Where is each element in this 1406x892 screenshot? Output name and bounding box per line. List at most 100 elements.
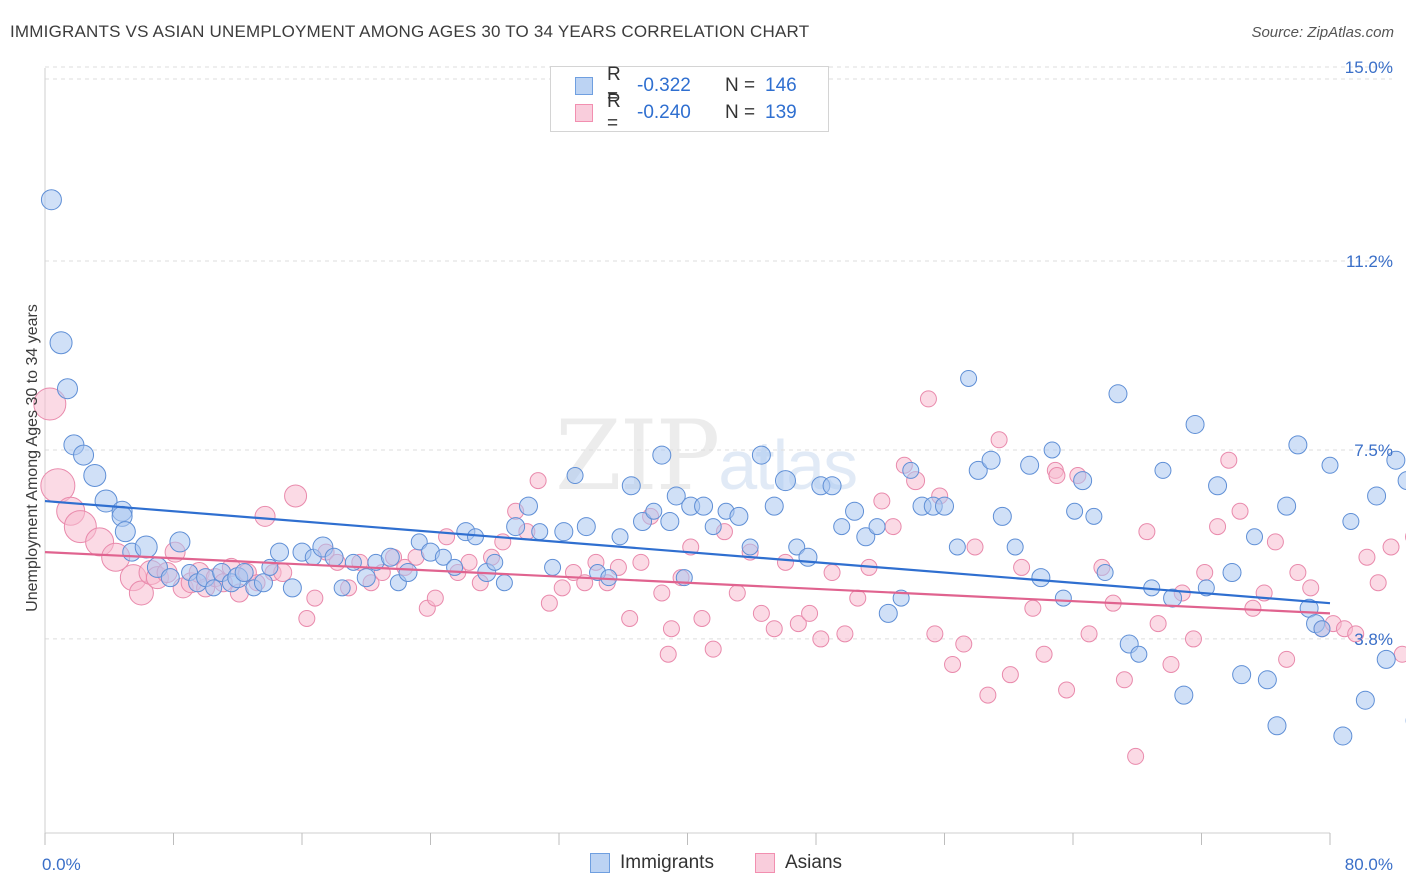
asians-point xyxy=(926,625,944,643)
immigrants-point xyxy=(1043,441,1061,459)
asians-point xyxy=(836,625,854,643)
immigrants-point xyxy=(410,533,428,551)
immigrants-point xyxy=(1321,456,1339,474)
asians-trend-line xyxy=(44,551,1331,615)
asians-point xyxy=(1244,599,1262,617)
immigrants-point xyxy=(621,476,641,496)
immigrants-point xyxy=(878,603,898,623)
immigrants-point xyxy=(324,547,344,567)
asians-point xyxy=(529,472,547,490)
correlation-legend: R = -0.322 N = 146 R = -0.240 N = 139 xyxy=(550,64,829,134)
immigrants-point xyxy=(1257,670,1277,690)
immigrants-point xyxy=(253,573,273,593)
immigrants-point xyxy=(1376,649,1396,669)
immigrants-point xyxy=(531,523,549,541)
immigrants-point xyxy=(73,444,95,466)
legend-item-asians[interactable]: Asians xyxy=(755,852,842,874)
asians-point xyxy=(789,615,807,633)
y-tick-label: 11.2% xyxy=(1346,252,1393,271)
asians-point xyxy=(128,580,154,606)
legend-r-value: -0.322 xyxy=(637,75,691,96)
asians-point xyxy=(553,579,571,597)
asians-point xyxy=(955,635,973,653)
legend-n-label: N = xyxy=(725,75,756,96)
immigrants-point xyxy=(1342,512,1360,530)
asians-point xyxy=(1266,533,1284,551)
immigrants-point xyxy=(544,558,562,576)
immigrants-point xyxy=(645,502,663,520)
asians-point xyxy=(765,620,783,638)
asians-point xyxy=(1162,655,1180,673)
immigrants-point xyxy=(1355,690,1375,710)
immigrants-point xyxy=(1085,507,1103,525)
immigrants-point xyxy=(968,460,988,480)
asians-point xyxy=(1231,502,1249,520)
grid-lines xyxy=(45,66,1392,640)
legend-row-asians: R = -0.240 N = 139 xyxy=(575,91,797,134)
asians-point xyxy=(966,538,984,556)
legend-item-immigrants[interactable]: Immigrants xyxy=(590,852,714,874)
immigrants-point xyxy=(1277,496,1297,516)
legend-n-label: N = xyxy=(725,102,756,123)
asians-point xyxy=(1209,518,1227,536)
legend-row-immigrants: R = -0.322 N = 146 xyxy=(575,64,797,107)
legend-n-value: 146 xyxy=(765,75,797,96)
immigrants-point xyxy=(566,467,584,485)
immigrants-point xyxy=(741,538,759,556)
x-tick-label-min: 0.0% xyxy=(42,855,81,874)
y-tick-label: 15.0% xyxy=(1345,58,1393,77)
immigrants-point xyxy=(798,547,818,567)
immigrants-point xyxy=(282,578,302,598)
immigrants-point xyxy=(694,496,714,516)
immigrants-point xyxy=(270,542,290,562)
asians-swatch xyxy=(575,104,593,122)
immigrants-point xyxy=(856,527,876,547)
immigrants-point xyxy=(1108,384,1128,404)
asians-point xyxy=(1024,599,1042,617)
asians-point xyxy=(1138,523,1156,541)
axes xyxy=(44,68,1331,845)
immigrants-point xyxy=(486,553,504,571)
immigrants-point xyxy=(611,528,629,546)
asians-point xyxy=(812,630,830,648)
immigrants-point xyxy=(981,450,1001,470)
asians-point xyxy=(426,589,444,607)
asians-point xyxy=(653,584,671,602)
y-tick-label: 3.8% xyxy=(1354,630,1393,649)
immigrants-point xyxy=(960,369,978,387)
asians-point xyxy=(1013,558,1031,576)
asians-point xyxy=(849,589,867,607)
asians-point xyxy=(632,553,650,571)
immigrants-point xyxy=(1232,665,1252,685)
immigrants-point xyxy=(652,445,672,465)
immigrants-point xyxy=(868,518,886,536)
immigrants-point xyxy=(822,476,842,496)
asians-point xyxy=(873,492,891,510)
immigrants-point xyxy=(1154,461,1172,479)
immigrants-point xyxy=(1197,579,1215,597)
asians-point xyxy=(306,589,324,607)
immigrants-point xyxy=(633,511,653,531)
asians-point xyxy=(728,584,746,602)
immigrants-point xyxy=(1130,645,1148,663)
asians-point xyxy=(1302,579,1320,597)
asians-point xyxy=(801,604,819,622)
asians-point xyxy=(298,610,316,628)
asians-point xyxy=(662,620,680,638)
immigrants-point xyxy=(1073,471,1093,491)
x-tick-label-max: 80.0% xyxy=(1345,855,1393,874)
immigrants-point xyxy=(1163,588,1183,608)
asians-point xyxy=(284,484,308,508)
immigrants-point xyxy=(774,470,796,492)
immigrants-point xyxy=(1222,563,1242,583)
asians-point xyxy=(1149,615,1167,633)
immigrants-point xyxy=(56,378,78,400)
asians-point xyxy=(693,610,711,628)
immigrants-point xyxy=(576,517,596,537)
immigrants-point xyxy=(1054,589,1072,607)
legend-label-immigrants: Immigrants xyxy=(620,852,714,873)
immigrants-point xyxy=(1246,528,1264,546)
immigrants-point xyxy=(1006,538,1024,556)
immigrants-point xyxy=(992,506,1012,526)
immigrants-point xyxy=(660,511,680,531)
